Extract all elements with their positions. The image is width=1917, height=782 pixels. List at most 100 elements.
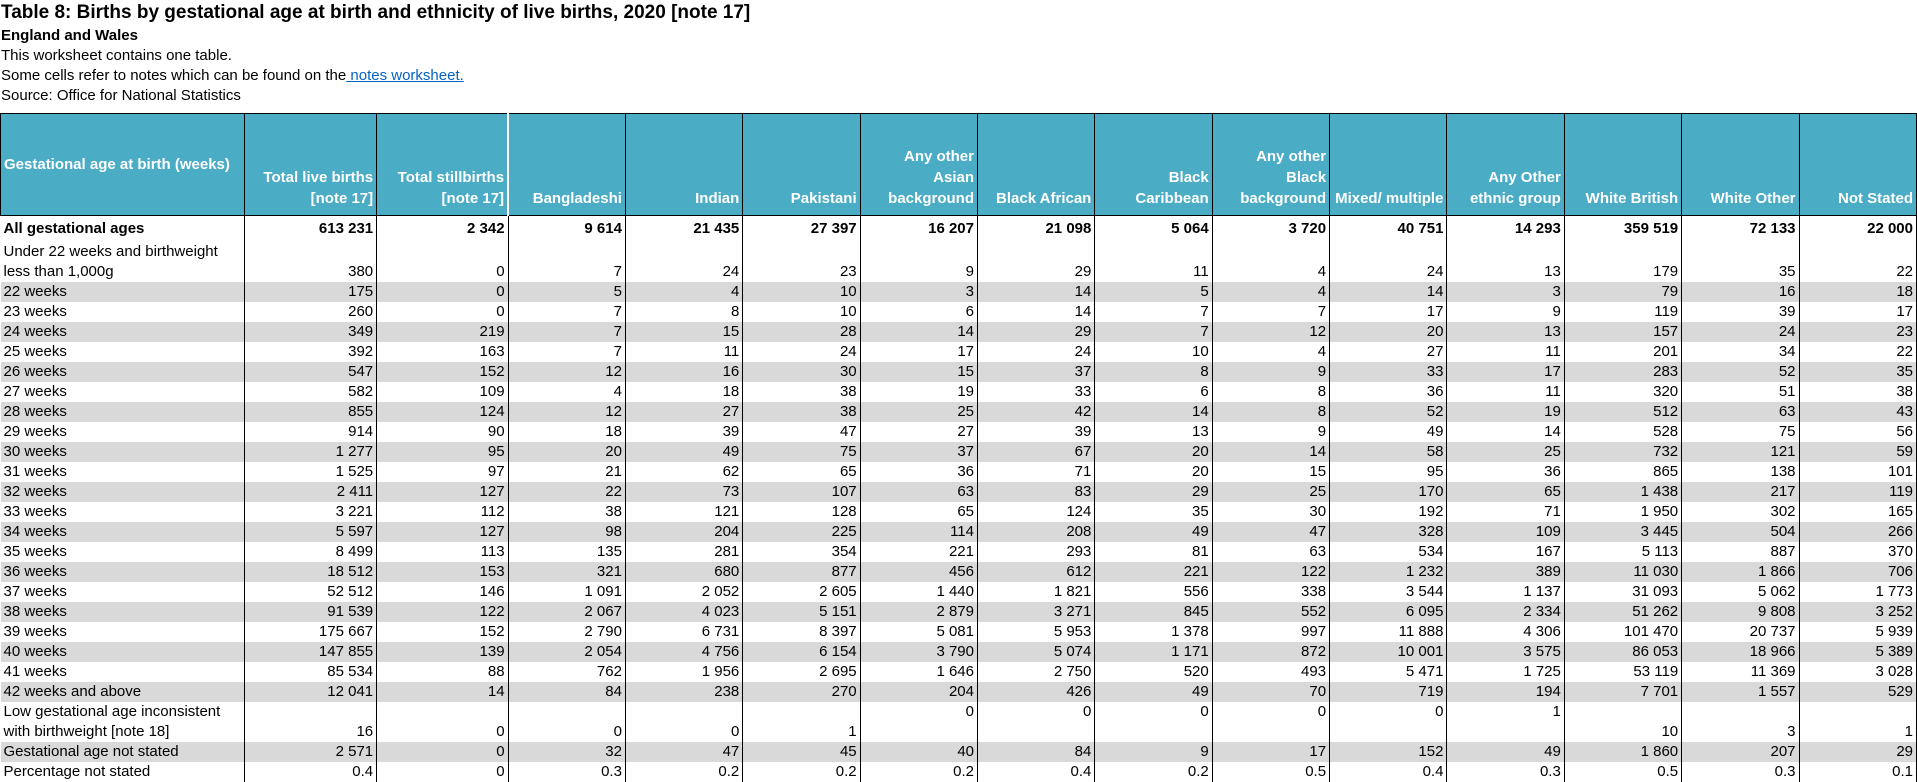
table-cell: 58	[1330, 442, 1447, 462]
row-label: 35 weeks	[1, 542, 245, 562]
table-cell: 2 879	[860, 602, 977, 622]
table-cell: 1 438	[1564, 482, 1681, 502]
table-cell: 1 171	[1095, 642, 1212, 662]
table-cell: 20	[1095, 442, 1212, 462]
table-cell: 14	[978, 302, 1095, 322]
table-cell: 1 277	[244, 442, 376, 462]
table-cell: 612	[978, 562, 1095, 582]
table-cell: 887	[1682, 542, 1799, 562]
table-cell: 53 119	[1564, 662, 1681, 682]
table-cell: 547	[244, 362, 376, 382]
table-cell: 22	[1799, 342, 1916, 362]
table-cell: 21	[508, 462, 625, 482]
notes-worksheet-link[interactable]: notes worksheet.	[346, 67, 464, 84]
table-cell: 3 790	[860, 642, 977, 662]
table-cell: 63	[860, 482, 977, 502]
table-cell: 107	[743, 482, 860, 502]
table-row: Under 22 weeks and birthweight less than…	[1, 242, 1917, 282]
table-cell: 79	[1564, 282, 1681, 302]
table-cell: 8	[625, 302, 742, 322]
table-cell: 13	[1447, 242, 1564, 282]
table-cell: 5 113	[1564, 542, 1681, 562]
row-label: All gestational ages	[1, 216, 245, 243]
table-cell: 0	[978, 702, 1095, 742]
table-cell: 39	[625, 422, 742, 442]
row-label: 32 weeks	[1, 482, 245, 502]
table-cell: 16 207	[860, 216, 977, 243]
table-cell: 24	[978, 342, 1095, 362]
table-cell: 2 334	[1447, 602, 1564, 622]
table-cell: 534	[1330, 542, 1447, 562]
table-cell: 5 074	[978, 642, 1095, 662]
row-label: 40 weeks	[1, 642, 245, 662]
table-cell: 24	[1682, 322, 1799, 342]
table-cell: 719	[1330, 682, 1447, 702]
table-cell: 18 966	[1682, 642, 1799, 662]
table-cell: 153	[377, 562, 508, 582]
row-label: 22 weeks	[1, 282, 245, 302]
table-cell: 36	[1447, 462, 1564, 482]
table-cell: 0	[377, 282, 508, 302]
table-cell: 8 397	[743, 622, 860, 642]
table-cell: 380	[244, 242, 376, 282]
column-header: White Other	[1682, 114, 1799, 216]
table-cell: 16	[625, 362, 742, 382]
table-row: Low gestational age inconsistent with bi…	[1, 702, 1917, 742]
row-label: Under 22 weeks and birthweight less than…	[1, 242, 245, 282]
table-cell: 194	[1447, 682, 1564, 702]
table-cell: 112	[377, 502, 508, 522]
table-cell: 3 028	[1799, 662, 1916, 682]
table-cell: 12	[508, 362, 625, 382]
table-cell: 175 667	[244, 622, 376, 642]
table-cell: 6	[1095, 382, 1212, 402]
table-cell: 22	[1799, 242, 1916, 282]
table-cell: 14	[1212, 442, 1329, 462]
table-cell: 11 369	[1682, 662, 1799, 682]
table-cell: 0	[377, 242, 508, 282]
table-cell: 1	[1799, 702, 1916, 742]
table-cell: 49	[1447, 742, 1564, 762]
table-cell: 65	[1447, 482, 1564, 502]
table-cell: 2 790	[508, 622, 625, 642]
table-cell: 127	[377, 482, 508, 502]
table-cell: 4 756	[625, 642, 742, 662]
table-cell: 27 397	[743, 216, 860, 243]
table-cell: 12	[508, 402, 625, 422]
table-cell: 192	[1330, 502, 1447, 522]
table-cell: 426	[978, 682, 1095, 702]
table-cell: 121	[625, 502, 742, 522]
table-cell: 9 614	[508, 216, 625, 243]
table-cell: 45	[743, 742, 860, 762]
table-cell: 0	[1095, 702, 1212, 742]
table-cell: 2 571	[244, 742, 376, 762]
row-label: 42 weeks and above	[1, 682, 245, 702]
table-cell: 1 232	[1330, 562, 1447, 582]
table-cell: 152	[377, 622, 508, 642]
row-label: Gestational age not stated	[1, 742, 245, 762]
table-cell: 9	[1447, 302, 1564, 322]
table-cell: 1 091	[508, 582, 625, 602]
row-label: Percentage not stated	[1, 762, 245, 782]
table-cell: 8 499	[244, 542, 376, 562]
table-cell: 12	[1212, 322, 1329, 342]
column-header-gestational-age: Gestational age at birth (weeks)	[1, 114, 245, 216]
table-cell: 7	[1212, 302, 1329, 322]
births-table: Gestational age at birth (weeks)Total li…	[0, 113, 1917, 782]
table-cell: 328	[1330, 522, 1447, 542]
table-cell: 6 095	[1330, 602, 1447, 622]
table-cell: 3 720	[1212, 216, 1329, 243]
table-cell: 865	[1564, 462, 1681, 482]
table-cell: 321	[508, 562, 625, 582]
table-cell: 95	[377, 442, 508, 462]
table-cell: 146	[377, 582, 508, 602]
source-line: Source: Office for National Statistics	[0, 86, 1917, 106]
table-cell: 119	[1564, 302, 1681, 322]
column-header: Total stillbirths [note 17]	[377, 114, 508, 216]
